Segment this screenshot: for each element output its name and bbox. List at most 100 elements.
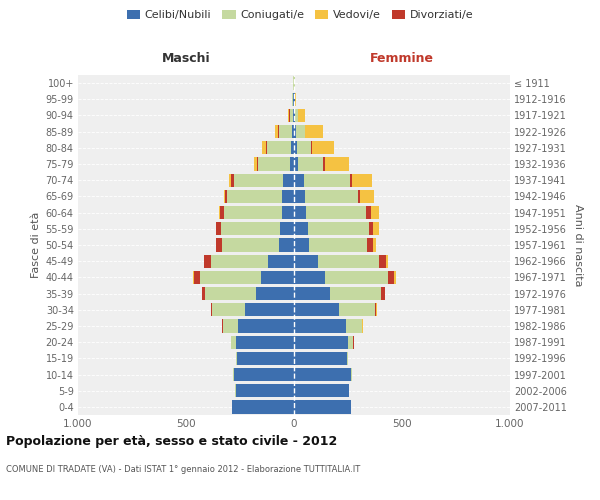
- Bar: [223, 320, 238, 332]
- Bar: [388, 270, 394, 284]
- Y-axis label: Anni di nascita: Anni di nascita: [572, 204, 583, 286]
- Bar: [293, 92, 294, 106]
- Bar: [266, 141, 267, 154]
- Bar: [297, 141, 311, 154]
- Y-axis label: Fasce di età: Fasce di età: [31, 212, 41, 278]
- Bar: [294, 238, 309, 252]
- Bar: [294, 141, 297, 154]
- Bar: [268, 254, 294, 268]
- Bar: [215, 222, 216, 235]
- Bar: [352, 174, 372, 187]
- Bar: [256, 287, 294, 300]
- Bar: [294, 254, 318, 268]
- Bar: [211, 254, 268, 268]
- Bar: [295, 109, 298, 122]
- Bar: [361, 190, 374, 203]
- Bar: [238, 320, 294, 332]
- Bar: [373, 238, 376, 252]
- Bar: [229, 174, 231, 187]
- Bar: [373, 222, 379, 235]
- Bar: [296, 125, 305, 138]
- Bar: [233, 368, 294, 381]
- Bar: [219, 206, 220, 220]
- Bar: [386, 254, 388, 268]
- Bar: [368, 222, 373, 235]
- Bar: [325, 270, 388, 284]
- Bar: [205, 254, 211, 268]
- Bar: [294, 287, 329, 300]
- Bar: [291, 141, 294, 154]
- Bar: [294, 320, 346, 332]
- Bar: [237, 352, 294, 365]
- Bar: [298, 109, 305, 122]
- Bar: [379, 254, 386, 268]
- Bar: [224, 206, 282, 220]
- Bar: [233, 174, 283, 187]
- Bar: [216, 222, 221, 235]
- Bar: [290, 158, 294, 170]
- Bar: [294, 368, 351, 381]
- Bar: [294, 303, 340, 316]
- Bar: [294, 336, 348, 349]
- Bar: [216, 238, 221, 252]
- Bar: [305, 190, 358, 203]
- Bar: [375, 303, 376, 316]
- Bar: [221, 222, 280, 235]
- Bar: [308, 222, 368, 235]
- Bar: [280, 222, 294, 235]
- Bar: [313, 141, 334, 154]
- Bar: [283, 174, 294, 187]
- Bar: [329, 287, 382, 300]
- Bar: [221, 238, 279, 252]
- Bar: [292, 125, 294, 138]
- Bar: [267, 141, 291, 154]
- Bar: [309, 238, 367, 252]
- Bar: [294, 270, 325, 284]
- Bar: [305, 125, 323, 138]
- Bar: [348, 336, 353, 349]
- Bar: [298, 158, 323, 170]
- Bar: [294, 190, 305, 203]
- Bar: [211, 303, 212, 316]
- Bar: [358, 190, 361, 203]
- Bar: [245, 303, 294, 316]
- Bar: [205, 287, 256, 300]
- Bar: [371, 206, 379, 220]
- Bar: [294, 174, 304, 187]
- Bar: [347, 352, 348, 365]
- Bar: [294, 92, 295, 106]
- Bar: [220, 206, 224, 220]
- Bar: [224, 190, 225, 203]
- Bar: [227, 190, 282, 203]
- Bar: [232, 336, 236, 349]
- Bar: [282, 190, 294, 203]
- Bar: [202, 287, 205, 300]
- Bar: [346, 320, 362, 332]
- Text: Popolazione per età, sesso e stato civile - 2012: Popolazione per età, sesso e stato civil…: [6, 435, 337, 448]
- Bar: [340, 303, 375, 316]
- Bar: [282, 206, 294, 220]
- Bar: [225, 190, 227, 203]
- Bar: [254, 158, 257, 170]
- Text: Maschi: Maschi: [161, 52, 211, 65]
- Bar: [262, 141, 266, 154]
- Bar: [212, 303, 245, 316]
- Bar: [350, 174, 352, 187]
- Bar: [367, 238, 373, 252]
- Text: Femmine: Femmine: [370, 52, 434, 65]
- Bar: [275, 125, 278, 138]
- Bar: [257, 158, 259, 170]
- Bar: [294, 125, 296, 138]
- Bar: [294, 352, 347, 365]
- Bar: [306, 206, 367, 220]
- Bar: [294, 222, 308, 235]
- Bar: [292, 92, 293, 106]
- Bar: [236, 336, 294, 349]
- Bar: [194, 270, 200, 284]
- Bar: [293, 109, 294, 122]
- Bar: [394, 270, 395, 284]
- Bar: [200, 270, 260, 284]
- Bar: [382, 287, 385, 300]
- Bar: [294, 158, 298, 170]
- Bar: [294, 109, 295, 122]
